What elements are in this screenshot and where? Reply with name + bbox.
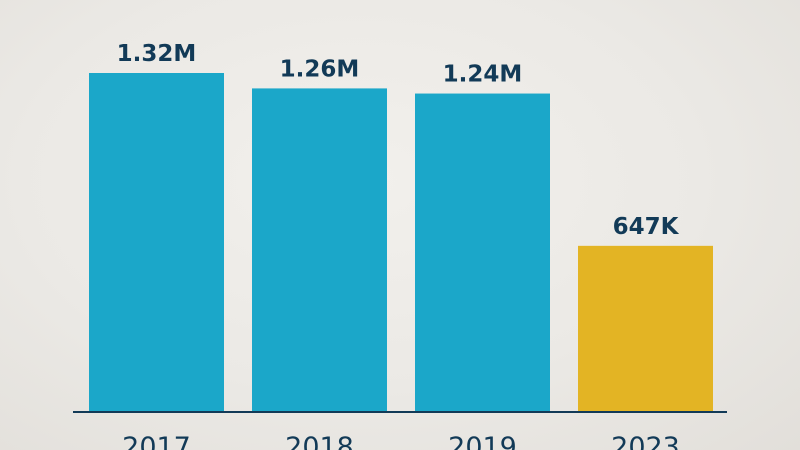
x-tick-label-2023: 2023 <box>611 432 680 450</box>
bar-2018 <box>252 88 387 412</box>
value-labels-layer: 1.32M 1.26M 1.24M 647K <box>117 41 680 240</box>
value-label-2019: 1.24M <box>443 62 523 88</box>
bar-2019 <box>415 93 550 412</box>
bar-2023 <box>578 245 713 412</box>
x-tick-label-2019: 2019 <box>448 432 517 450</box>
bar-2017 <box>89 73 224 412</box>
x-tick-label-2018: 2018 <box>285 432 354 450</box>
x-tick-labels-layer: 2017 2018 2019 2023 <box>122 432 680 450</box>
value-label-2017: 1.32M <box>117 41 197 67</box>
bars-layer <box>89 73 713 412</box>
x-tick-label-2017: 2017 <box>122 432 191 450</box>
value-label-2023: 647K <box>613 214 680 240</box>
value-label-2018: 1.26M <box>280 56 360 82</box>
